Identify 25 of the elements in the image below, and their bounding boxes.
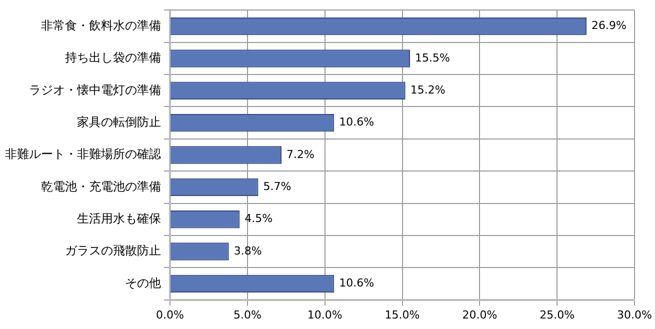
- y-tick-label: ラジオ・懐中電灯の準備: [29, 82, 161, 97]
- data-label: 10.6%: [339, 116, 374, 129]
- x-tick-label: 0.0%: [156, 308, 184, 322]
- data-label: 10.6%: [339, 276, 374, 290]
- data-label: 26.9%: [592, 19, 626, 32]
- data-label: 15.5%: [415, 51, 450, 64]
- data-label: 5.7%: [263, 180, 292, 194]
- x-tick-label: 15.0%: [384, 308, 420, 322]
- data-label: 3.8%: [234, 244, 262, 258]
- x-tick-label: 10.0%: [307, 308, 342, 322]
- y-tick-label: 家具の転倒防止: [77, 114, 161, 129]
- x-tick-label: 20.0%: [462, 308, 498, 322]
- x-tick-label: 5.0%: [233, 308, 262, 322]
- data-label: 15.2%: [410, 84, 446, 97]
- y-tick-label: ガラスの飛散防止: [65, 244, 161, 258]
- y-tick-label: 非難ルート・非難場所の確認: [5, 147, 161, 162]
- x-tick-label: 25.0%: [540, 308, 575, 322]
- x-tick-label: 30.0%: [617, 308, 652, 322]
- y-tick-label: 乾電池・充電池の準備: [41, 179, 161, 194]
- data-label: 4.5%: [244, 212, 273, 226]
- y-tick-label: 持ち出し袋の準備: [65, 50, 161, 65]
- y-tick-label: 生活用水も確保: [77, 211, 161, 226]
- y-tick-label: 非常食・飲料水の準備: [41, 18, 161, 32]
- data-label: 7.2%: [286, 148, 314, 161]
- y-tick-label: その他: [125, 276, 161, 290]
